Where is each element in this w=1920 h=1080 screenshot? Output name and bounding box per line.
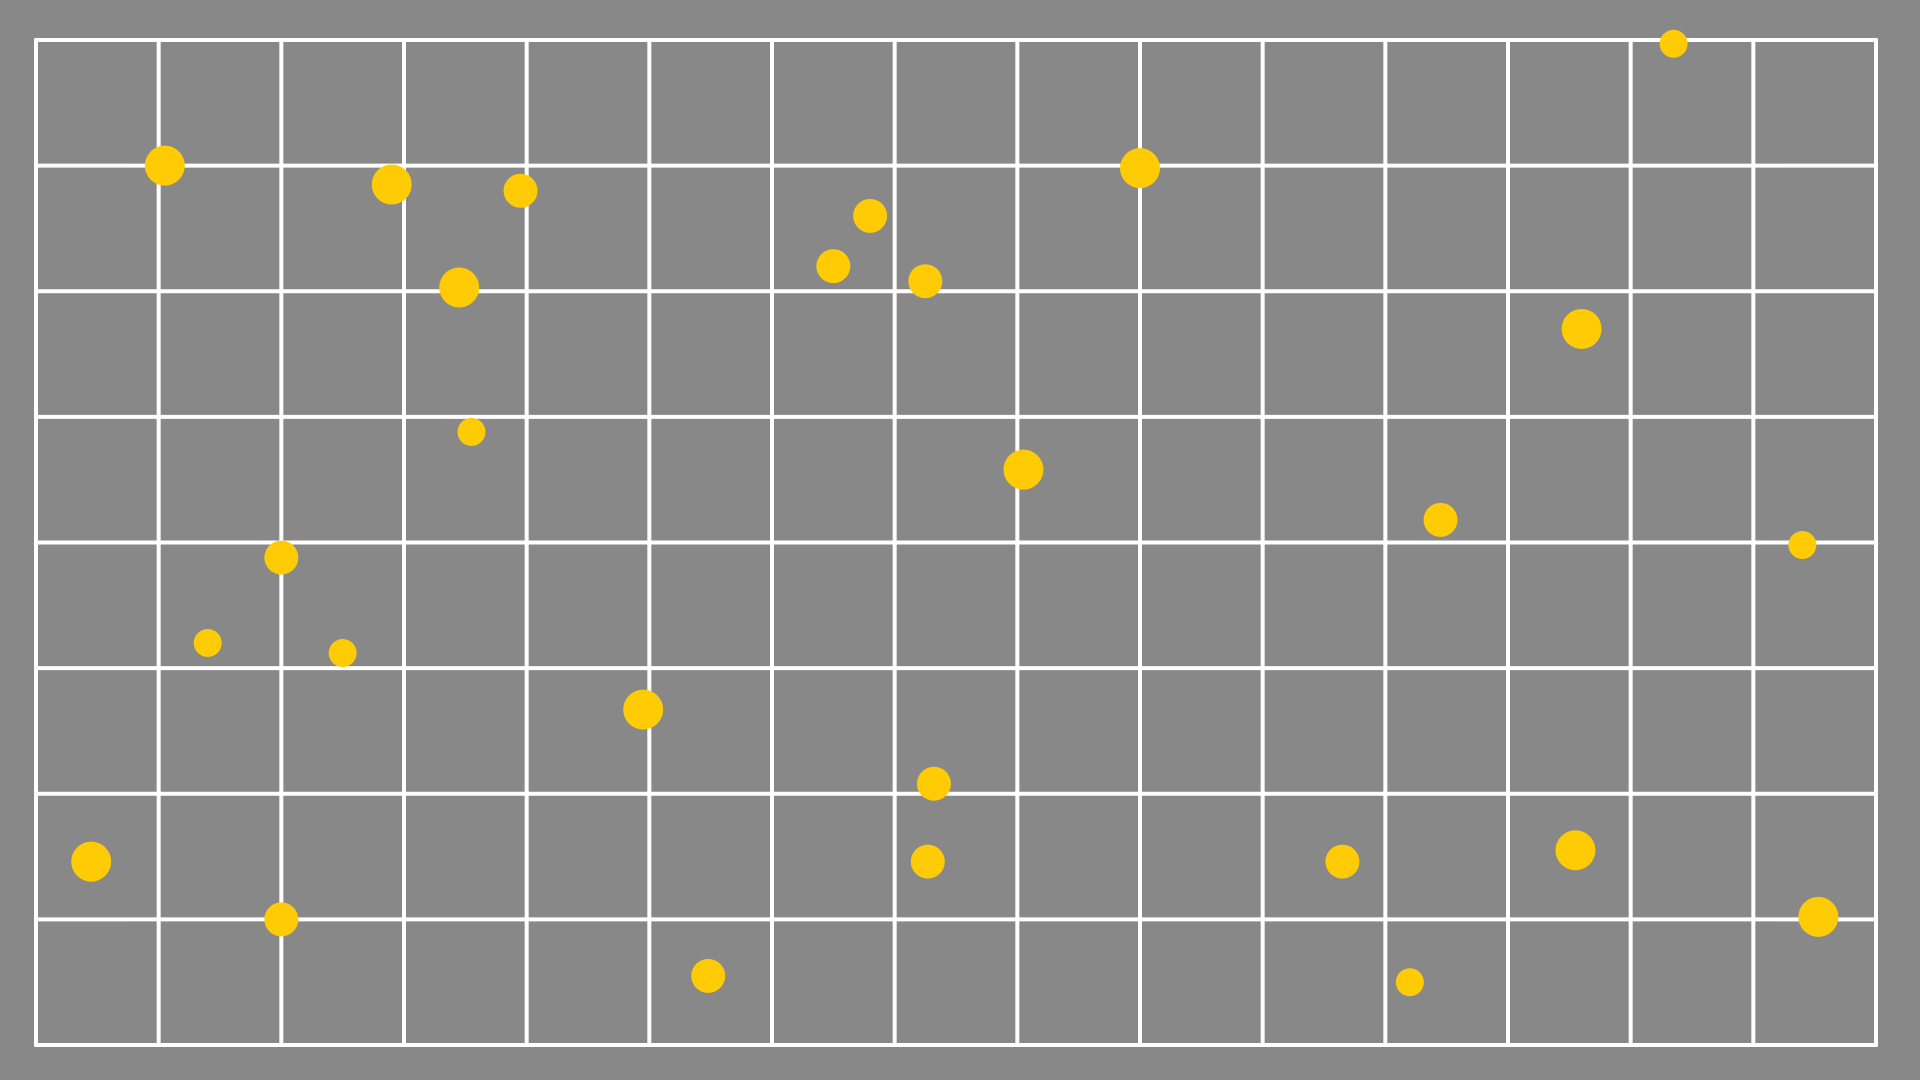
dots-layer — [71, 29, 1839, 997]
yellow-dot[interactable] — [457, 417, 486, 446]
yellow-dot[interactable] — [1003, 449, 1044, 490]
yellow-dot[interactable] — [1325, 844, 1360, 879]
yellow-dot[interactable] — [71, 841, 112, 882]
yellow-dot[interactable] — [1423, 502, 1458, 537]
yellow-dot[interactable] — [193, 629, 222, 657]
yellow-dot[interactable] — [1395, 968, 1424, 997]
yellow-dot[interactable] — [816, 249, 851, 284]
yellow-dot[interactable] — [910, 844, 945, 879]
yellow-dot[interactable] — [1798, 896, 1839, 937]
yellow-dot[interactable] — [916, 766, 951, 801]
yellow-dot[interactable] — [1788, 531, 1817, 560]
yellow-dot[interactable] — [328, 639, 357, 668]
yellow-dot[interactable] — [1561, 308, 1602, 349]
yellow-dot[interactable] — [623, 689, 664, 730]
yellow-dot[interactable] — [1659, 29, 1688, 58]
yellow-dot[interactable] — [264, 540, 299, 575]
yellow-dot[interactable] — [853, 198, 888, 233]
yellow-dot[interactable] — [144, 145, 185, 186]
yellow-dot[interactable] — [439, 267, 480, 308]
grid-lines — [34, 38, 1878, 1047]
yellow-dot[interactable] — [1120, 148, 1160, 189]
yellow-dot[interactable] — [908, 264, 943, 299]
yellow-dot[interactable] — [691, 958, 726, 993]
yellow-dot[interactable] — [503, 173, 538, 208]
yellow-dot[interactable] — [264, 902, 299, 937]
yellow-dot[interactable] — [1555, 830, 1596, 871]
yellow-dot[interactable] — [371, 164, 412, 205]
